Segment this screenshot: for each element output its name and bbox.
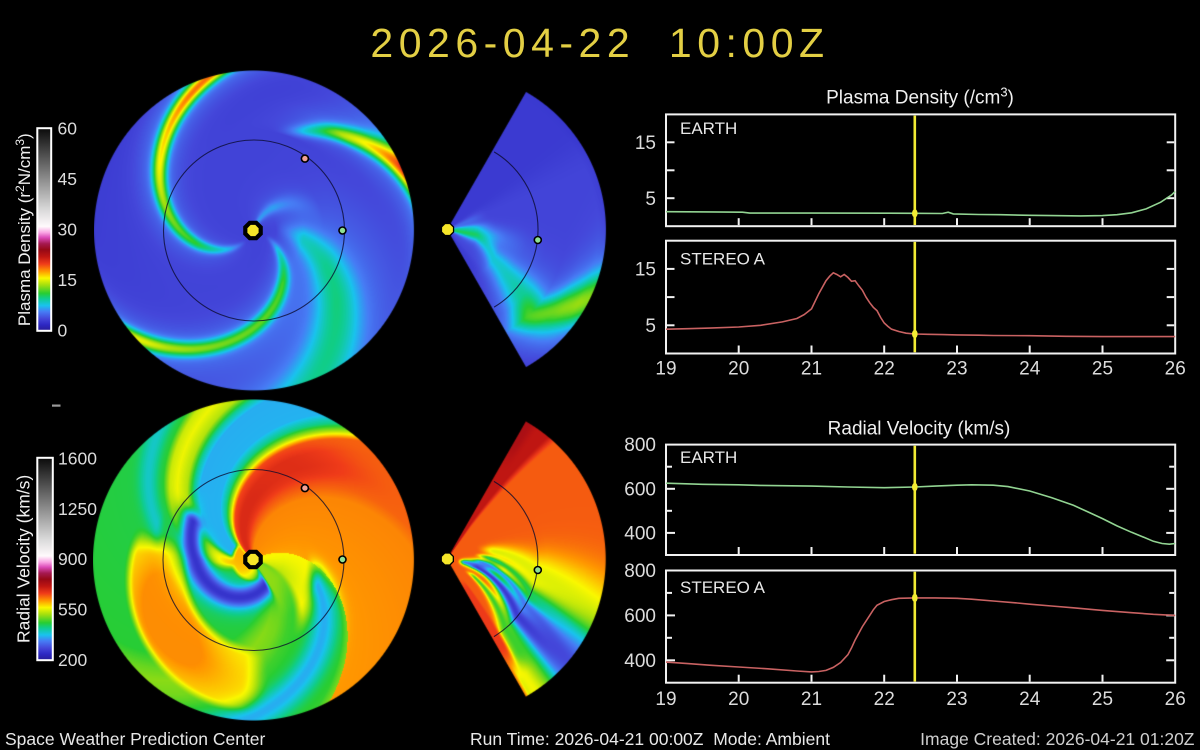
svg-text:400: 400 bbox=[624, 523, 656, 544]
svg-text:30: 30 bbox=[58, 220, 78, 240]
svg-text:200: 200 bbox=[58, 650, 87, 670]
svg-text:19: 19 bbox=[655, 359, 676, 380]
svg-text:24: 24 bbox=[1019, 359, 1041, 380]
svg-text:1250: 1250 bbox=[58, 499, 97, 519]
svg-text:Space Weather Prediction Cente: Space Weather Prediction Center bbox=[5, 729, 266, 749]
svg-text:19: 19 bbox=[655, 689, 676, 710]
svg-text:600: 600 bbox=[624, 606, 656, 627]
svg-text:25: 25 bbox=[1092, 359, 1113, 380]
svg-text:23: 23 bbox=[946, 359, 967, 380]
svg-text:Image Created: 2026-04-21 01:2: Image Created: 2026-04-21 01:20Z bbox=[920, 729, 1195, 749]
svg-text:EARTH: EARTH bbox=[680, 448, 737, 467]
svg-text:550: 550 bbox=[58, 600, 87, 620]
svg-text:25: 25 bbox=[1092, 689, 1113, 710]
svg-text:26: 26 bbox=[1165, 689, 1186, 710]
svg-text:21: 21 bbox=[801, 359, 822, 380]
svg-text:15: 15 bbox=[635, 259, 656, 280]
svg-text:23: 23 bbox=[946, 689, 967, 710]
svg-text:26: 26 bbox=[1165, 359, 1186, 380]
svg-text:1600: 1600 bbox=[58, 448, 97, 468]
svg-text:20: 20 bbox=[728, 359, 749, 380]
svg-text:600: 600 bbox=[624, 479, 656, 500]
svg-text:Radial Velocity (km/s): Radial Velocity (km/s) bbox=[828, 419, 1011, 440]
svg-text:22: 22 bbox=[874, 359, 895, 380]
svg-text:22: 22 bbox=[874, 689, 895, 710]
svg-text:400: 400 bbox=[624, 651, 656, 672]
svg-text:5: 5 bbox=[645, 189, 656, 210]
svg-text:0: 0 bbox=[58, 321, 68, 341]
svg-text:STEREO A: STEREO A bbox=[680, 578, 766, 597]
svg-text:900: 900 bbox=[58, 549, 87, 569]
svg-text:15: 15 bbox=[635, 133, 656, 154]
svg-text:Plasma Density (r2N/cm3): Plasma Density (r2N/cm3) bbox=[13, 133, 34, 326]
svg-text:STEREO A: STEREO A bbox=[680, 250, 766, 269]
svg-text:2026-04-22 10:00Z: 2026-04-22 10:00Z bbox=[370, 20, 829, 66]
svg-text:Plasma Density (/cm3): Plasma Density (/cm3) bbox=[826, 85, 1014, 109]
svg-text:45: 45 bbox=[58, 169, 77, 189]
svg-text:Radial Velocity (km/s): Radial Velocity (km/s) bbox=[13, 475, 33, 643]
svg-text:800: 800 bbox=[624, 561, 656, 582]
svg-text:15: 15 bbox=[58, 270, 77, 290]
svg-text:Run Time: 2026-04-21 00:00Z M: Run Time: 2026-04-21 00:00Z Mode: Ambien… bbox=[470, 729, 830, 749]
svg-text:24: 24 bbox=[1019, 689, 1041, 710]
svg-text:EARTH: EARTH bbox=[680, 119, 737, 138]
svg-text:21: 21 bbox=[801, 689, 822, 710]
svg-text:60: 60 bbox=[58, 119, 78, 139]
svg-text:20: 20 bbox=[728, 689, 749, 710]
svg-text:800: 800 bbox=[624, 435, 656, 456]
svg-text:5: 5 bbox=[645, 316, 656, 337]
